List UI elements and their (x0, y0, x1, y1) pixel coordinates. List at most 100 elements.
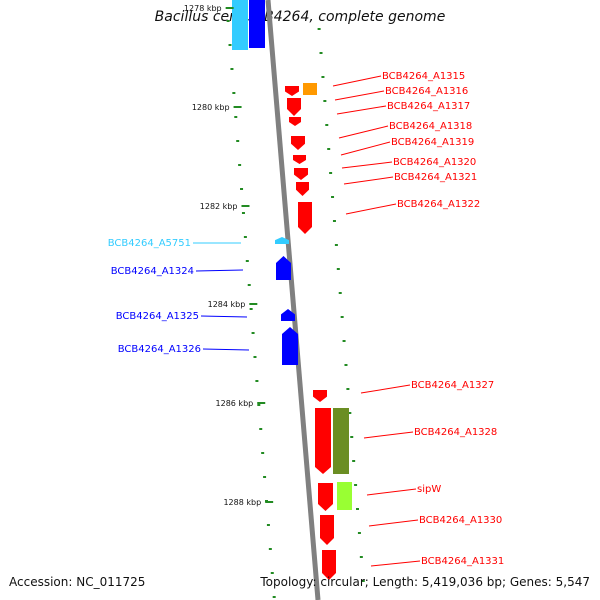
gene-arrow-red[interactable] (315, 408, 331, 474)
gene-block-cyan[interactable] (232, 0, 248, 50)
tick-mark-right (327, 148, 331, 150)
gene-arrow-blue[interactable] (281, 309, 295, 321)
gene-label[interactable]: BCB4264_A1327 (411, 380, 494, 391)
gene-arrow-red[interactable] (298, 202, 312, 234)
tick-mark-right (334, 244, 338, 246)
tick-mark-left (261, 452, 265, 454)
tick-mark-left (272, 596, 276, 598)
gene-label[interactable]: sipW (417, 484, 441, 495)
scale-major-tick (257, 402, 266, 404)
leader-line (195, 269, 244, 272)
tick-mark-right (352, 460, 356, 462)
tick-mark-left (234, 116, 238, 118)
gene-label[interactable]: BCB4264_A1328 (414, 427, 497, 438)
tick-mark-left (236, 140, 240, 142)
gene-arrow-red[interactable] (296, 182, 309, 196)
tick-mark-left (249, 308, 253, 310)
gene-label[interactable]: BCB4264_A1316 (385, 86, 468, 97)
tick-mark-left (226, 20, 230, 22)
gene-label[interactable]: BCB4264_A1321 (394, 172, 477, 183)
gene-label[interactable]: BCB4264_A1320 (393, 157, 476, 168)
leader-line (200, 315, 248, 318)
tick-mark-left (266, 524, 270, 526)
gene-arrow-lime[interactable] (337, 482, 352, 510)
scale-major-tick (225, 7, 234, 9)
genome-backbone (265, 0, 321, 600)
leader-line (363, 431, 414, 439)
scale-label: 1280 kbp (192, 103, 230, 112)
tick-mark-right (325, 124, 329, 126)
tick-mark-right (348, 412, 352, 414)
tick-mark-right (317, 28, 321, 30)
tick-mark-left (228, 44, 232, 46)
gene-arrow-red[interactable] (291, 136, 305, 150)
tick-mark-left (270, 572, 274, 574)
gene-label[interactable]: BCB4264_A1318 (389, 121, 472, 132)
gene-label[interactable]: BCB4264_A1315 (382, 71, 465, 82)
scale-major-tick (249, 303, 258, 305)
gene-label[interactable]: BCB4264_A1331 (421, 556, 504, 567)
tick-mark-left (241, 212, 245, 214)
gene-arrow-red[interactable] (294, 168, 308, 180)
scale-label: 1282 kbp (200, 202, 238, 211)
gene-arrow-blue[interactable] (282, 327, 298, 365)
gene-arrow-red[interactable] (287, 98, 301, 116)
leader-line (340, 141, 391, 156)
leader-line (370, 560, 421, 567)
gene-arrow-red[interactable] (318, 483, 333, 511)
scale-label: 1284 kbp (208, 300, 246, 309)
scale-major-tick (233, 106, 242, 108)
leader-line (341, 161, 393, 169)
tick-mark-right (323, 100, 327, 102)
tick-mark-right (359, 556, 363, 558)
leader-line (332, 75, 382, 87)
label-leaders (193, 75, 421, 567)
topology-info: Topology: circular; Length: 5,419,036 bp… (260, 575, 590, 589)
scale-labels: 1278 kbp 1280 kbp 1282 kbp 1284 kbp 1286 kbp… (184, 4, 274, 507)
gene-label[interactable]: BCB4264_A1330 (419, 515, 502, 526)
gene-label[interactable]: BCB4264_A1317 (387, 101, 470, 112)
tick-mark-right (346, 388, 350, 390)
tick-mark-left (253, 356, 257, 358)
tick-mark-left (243, 236, 247, 238)
leader-line (343, 176, 394, 185)
tick-mark-right (354, 484, 358, 486)
tick-mark-left (232, 92, 236, 94)
gene-label[interactable]: BCB4264_A5751 (108, 238, 191, 249)
gene-label[interactable]: BCB4264_A1324 (111, 266, 194, 277)
gene-label[interactable]: BCB4264_A1326 (118, 344, 201, 355)
gene-label[interactable]: BCB4264_A1322 (397, 199, 480, 210)
gene-label[interactable]: BCB4264_A1319 (391, 137, 474, 148)
leader-line (345, 203, 397, 215)
tick-mark-right (344, 364, 348, 366)
tick-mark-right (329, 172, 333, 174)
scale-label: 1288 kbp (223, 498, 261, 507)
leader-line (366, 488, 417, 496)
tick-mark-left (251, 332, 255, 334)
gene-arrow-blue[interactable] (276, 256, 291, 280)
tick-mark-left (238, 164, 242, 166)
gene-arrow-cyan[interactable] (275, 237, 289, 244)
gene-label[interactable]: BCB4264_A1325 (116, 311, 199, 322)
tick-mark-left (259, 428, 263, 430)
gene-arrow-red[interactable] (293, 155, 306, 164)
tick-mark-left (230, 68, 234, 70)
gene-block-blue[interactable] (249, 0, 265, 48)
gene-arrow-orange[interactable] (303, 83, 317, 95)
leader-line (360, 384, 411, 394)
tick-mark-right (319, 52, 323, 54)
tick-mark-right (357, 532, 361, 534)
gene-arrow-red[interactable] (322, 550, 336, 580)
leader-line (202, 348, 250, 351)
tick-mark-right (336, 268, 340, 270)
gene-arrow-red[interactable] (289, 117, 301, 126)
tick-marks (226, 20, 365, 598)
gene-arrow-olive[interactable] (333, 408, 349, 474)
tick-mark-left (240, 188, 244, 190)
tick-mark-right (340, 316, 344, 318)
gene-arrow-red[interactable] (285, 86, 299, 96)
leader-line (368, 519, 419, 527)
gene-arrow-red[interactable] (313, 390, 327, 402)
gene-arrow-red[interactable] (320, 515, 334, 545)
